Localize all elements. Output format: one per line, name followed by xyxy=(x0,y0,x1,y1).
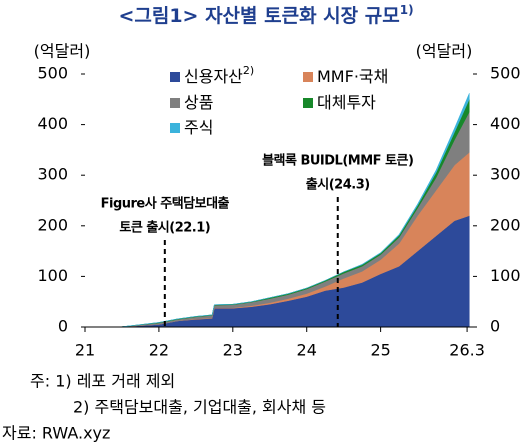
x-tick-label: 26.3 xyxy=(449,341,485,360)
legend-name: 주식 xyxy=(184,118,213,137)
legend-name: 상품 xyxy=(184,93,213,112)
y2-tick-label: 500 xyxy=(490,64,521,83)
footnote: 자료: RWA.xyz xyxy=(2,424,110,443)
legend-label: 신용자산2) xyxy=(184,64,254,86)
x-tick-label: 25 xyxy=(370,341,390,360)
legend-name: MMF·국채 xyxy=(317,67,388,86)
y-tick-label: 500 xyxy=(37,64,68,83)
legend-note: 2) xyxy=(243,64,254,77)
legend-label: 상품 xyxy=(184,93,213,112)
y2-axis-label: (억달러) xyxy=(416,42,473,61)
x-tick-label: 23 xyxy=(223,341,243,360)
legend-name: 대체투자 xyxy=(317,93,376,112)
annotation: Figure사 주택담보대출 xyxy=(101,196,230,212)
y2-tick-label: 200 xyxy=(490,215,521,234)
y-tick-label: 400 xyxy=(37,114,68,133)
x-tick-label: 24 xyxy=(297,341,317,360)
legend-swatch xyxy=(170,72,180,82)
annotation: 블랙록 BUIDL(MMF 토큰) xyxy=(262,153,413,169)
legend-label: 주식 xyxy=(184,118,213,137)
y-tick-label: 300 xyxy=(37,165,68,184)
legend-swatch xyxy=(170,123,180,133)
footnote: 2) 주택담보대출, 기업대출, 회사채 등 xyxy=(73,398,326,417)
y-tick-label: 100 xyxy=(37,266,68,285)
chart-title: <그림1> 자산별 토큰화 시장 규모1) xyxy=(118,3,413,27)
y2-tick-label: 400 xyxy=(490,114,521,133)
y2-tick-label: 0 xyxy=(490,317,500,336)
legend-swatch xyxy=(303,72,313,82)
title-text: <그림1> 자산별 토큰화 시장 규모 xyxy=(118,5,399,27)
area xyxy=(84,93,470,328)
y2-tick-label: 300 xyxy=(490,165,521,184)
y-tick-label: 0 xyxy=(58,317,68,336)
y-axis-label: (억달러) xyxy=(34,42,91,61)
legend-swatch xyxy=(170,98,180,108)
x-tick-label: 22 xyxy=(149,341,169,360)
title-note: 1) xyxy=(400,3,414,17)
legend-swatch xyxy=(303,98,313,108)
annotation: 토큰 출시(22.1) xyxy=(119,220,210,236)
annotation: 출시(24.3) xyxy=(306,177,370,193)
y2-tick-label: 100 xyxy=(490,266,521,285)
x-tick-label: 21 xyxy=(75,341,95,360)
y-tick-label: 200 xyxy=(37,215,68,234)
legend-name: 신용자산 xyxy=(184,67,243,86)
footnote: 주: 1) 레포 거래 제외 xyxy=(30,372,175,391)
legend-label: 대체투자 xyxy=(317,93,376,112)
legend-label: MMF·국채 xyxy=(317,67,388,86)
